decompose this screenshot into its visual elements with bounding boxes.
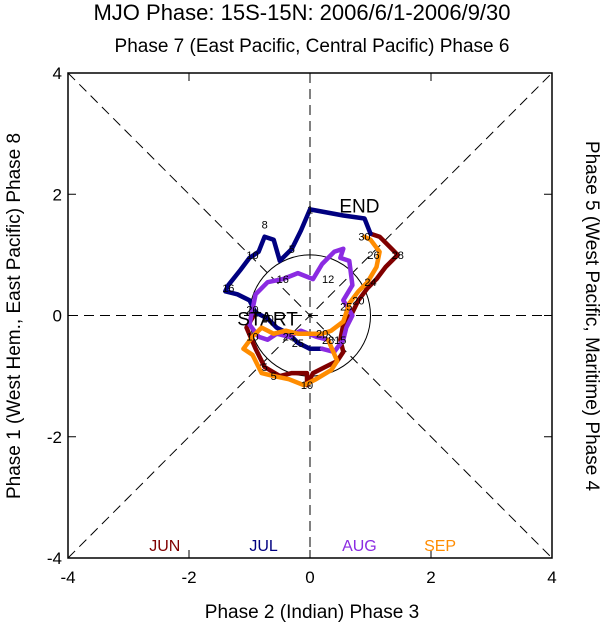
y-tick-label: -4	[47, 549, 62, 568]
series-line-jun	[244, 231, 400, 388]
left-axis-label: Phase 1 (West Hem., East Pacific) Phase …	[4, 133, 25, 499]
start-label: START	[237, 309, 298, 330]
x-tick-label: 0	[305, 568, 314, 587]
day-label: 20	[316, 329, 328, 341]
x-tick-label: 2	[426, 568, 435, 587]
day-label: 26	[367, 250, 379, 262]
day-label: 5	[271, 371, 277, 383]
day-label: 8	[262, 220, 268, 232]
day-label: 10	[246, 250, 258, 262]
y-tick-label: 0	[53, 307, 62, 326]
day-label: 15	[334, 335, 346, 347]
day-label: 20	[352, 295, 364, 307]
legend-entry-jun: JUN	[149, 538, 180, 555]
day-label: 10	[301, 380, 313, 392]
day-label: 16	[277, 274, 289, 286]
legend: JUN JUL AUG SEP	[149, 538, 456, 555]
legend-entry-aug: AUG	[342, 538, 377, 555]
day-label: 25	[292, 338, 304, 350]
day-label: 25	[283, 332, 295, 344]
day-label: 20	[246, 304, 258, 316]
series-layer	[223, 207, 400, 388]
day-label: 5	[289, 244, 295, 256]
day-label: 16	[222, 283, 234, 295]
series-line-sep	[241, 234, 382, 388]
day-label: 30	[358, 232, 370, 244]
end-label: END	[339, 197, 379, 218]
day-label: 24	[364, 277, 376, 289]
day-label: 1	[307, 204, 313, 216]
day-label: 20	[262, 314, 274, 326]
day-label: 25	[340, 301, 352, 313]
day-label: 5	[262, 362, 268, 374]
day-label: 12	[322, 274, 334, 286]
bottom-axis-label: Phase 2 (Indian) Phase 3	[205, 602, 419, 623]
legend-entry-sep: SEP	[424, 538, 456, 555]
chart-title: MJO Phase: 15S-15N: 2006/6/1-2006/9/30	[93, 0, 510, 25]
day-label: 28	[322, 335, 334, 347]
y-tick-label: 4	[53, 64, 62, 83]
x-tick-label: -2	[181, 568, 196, 587]
top-axis-label: Phase 7 (East Pacific, Central Pacific) …	[115, 36, 510, 57]
right-axis-label: Phase 5 (West Pacific, Maritime) Phase 4	[581, 141, 602, 492]
day-label: 10	[246, 332, 258, 344]
x-tick-label: 4	[547, 568, 556, 587]
plot-background	[67, 72, 553, 559]
x-tick-label: -4	[60, 568, 75, 587]
y-tick-label: -2	[47, 428, 62, 447]
day-label: 28	[392, 250, 404, 262]
day-label: 1	[252, 307, 258, 319]
legend-entry-jul: JUL	[249, 538, 278, 555]
y-tick-label: 2	[53, 185, 62, 204]
series-line-jul	[223, 207, 373, 352]
